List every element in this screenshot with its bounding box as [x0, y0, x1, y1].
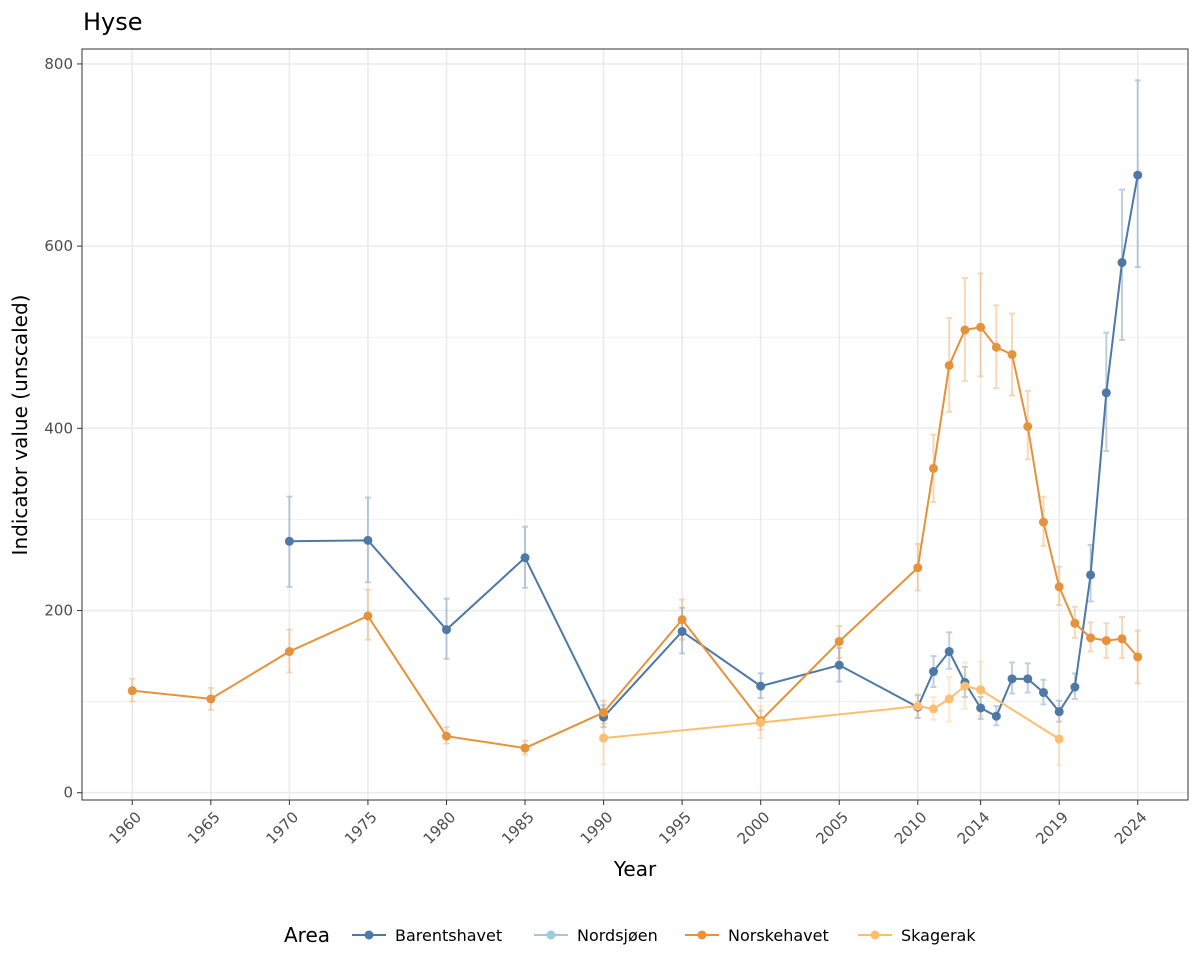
- data-point-barentshavet: [1023, 674, 1033, 684]
- legend-label: Barentshavet: [395, 926, 502, 945]
- data-point-skagerak: [944, 694, 954, 704]
- legend: Area Barentshavet Nordsjøen Norskehavet Ska…: [284, 923, 976, 947]
- data-point-norskehavet: [677, 615, 687, 625]
- data-point-barentshavet: [363, 535, 373, 545]
- legend-label: Norskehavet: [728, 926, 829, 945]
- data-point-barentshavet: [991, 711, 1001, 721]
- data-point-norskehavet: [1038, 517, 1048, 527]
- data-point-barentshavet: [1133, 170, 1143, 180]
- y-axis-title: Indicator value (unscaled): [8, 295, 32, 556]
- legend-key-point: [364, 930, 374, 940]
- data-point-barentshavet: [1086, 570, 1096, 580]
- x-tick-label: 1990: [577, 808, 617, 848]
- series-points: [127, 170, 1143, 753]
- data-point-skagerak: [913, 701, 923, 711]
- data-point-norskehavet: [363, 611, 373, 621]
- x-axis: 1960 1965 1970 1975 1980 1985 1990 1995 2000 2005…: [105, 800, 1151, 848]
- legend-item: Norskehavet: [685, 926, 829, 945]
- grid: [82, 49, 1188, 800]
- series-lines: [132, 174, 1139, 750]
- data-point-skagerak: [599, 733, 609, 743]
- data-point-norskehavet: [1007, 350, 1017, 360]
- data-point-barentshavet: [928, 667, 938, 677]
- legend-item: Barentshavet: [352, 926, 502, 945]
- data-point-norskehavet: [206, 694, 216, 704]
- data-point-barentshavet: [834, 660, 844, 670]
- data-point-skagerak: [960, 681, 970, 691]
- y-tick-label: 600: [44, 237, 73, 255]
- error-bars: [129, 79, 1141, 767]
- data-point-norskehavet: [1070, 618, 1080, 628]
- data-point-norskehavet: [991, 342, 1001, 352]
- x-tick-label: 2000: [734, 808, 774, 848]
- data-point-norskehavet: [1117, 634, 1127, 644]
- data-point-norskehavet: [127, 686, 137, 696]
- x-tick-label: 1965: [184, 808, 224, 848]
- legend-item: Skagerak: [858, 926, 976, 945]
- data-point-norskehavet: [599, 708, 609, 718]
- x-tick-label: 2014: [954, 808, 994, 848]
- data-point-barentshavet: [677, 626, 687, 636]
- legend-title: Area: [284, 923, 330, 947]
- x-tick-label: 2005: [812, 808, 852, 848]
- data-point-norskehavet: [928, 463, 938, 473]
- data-point-skagerak: [976, 685, 986, 695]
- data-point-norskehavet: [284, 647, 294, 657]
- x-tick-label: 1960: [105, 808, 145, 848]
- legend-label: Nordsjøen: [577, 926, 658, 945]
- data-point-norskehavet: [1101, 636, 1111, 646]
- data-point-norskehavet: [441, 731, 451, 741]
- data-point-barentshavet: [1070, 682, 1080, 692]
- series-line-barentshavet: [289, 174, 1139, 719]
- x-tick-label: 1980: [420, 808, 460, 848]
- y-axis: 0 200 400 600 800: [44, 55, 82, 802]
- chart-title: Hyse: [83, 8, 143, 36]
- legend-item: Nordsjøen: [534, 926, 658, 945]
- data-point-skagerak: [928, 704, 938, 714]
- y-tick-label: 800: [44, 55, 73, 73]
- plot-border: [81, 48, 1189, 801]
- data-point-barentshavet: [520, 553, 530, 563]
- data-point-barentshavet: [1101, 388, 1111, 398]
- data-point-norskehavet: [1023, 422, 1033, 432]
- data-point-barentshavet: [1007, 674, 1017, 684]
- data-point-norskehavet: [976, 322, 986, 332]
- data-point-barentshavet: [756, 681, 766, 691]
- data-point-barentshavet: [284, 536, 294, 546]
- data-point-barentshavet: [1038, 688, 1048, 698]
- data-point-barentshavet: [944, 647, 954, 657]
- x-tick-label: 1975: [341, 808, 381, 848]
- data-point-barentshavet: [976, 703, 986, 713]
- data-point-barentshavet: [1117, 258, 1127, 268]
- y-tick-label: 0: [63, 784, 73, 802]
- x-tick-label: 2024: [1111, 808, 1151, 848]
- data-point-norskehavet: [834, 636, 844, 646]
- x-tick-label: 1985: [498, 808, 538, 848]
- data-point-norskehavet: [520, 743, 530, 753]
- y-tick-label: 200: [44, 602, 73, 620]
- legend-key-point: [697, 930, 707, 940]
- legend-key-point: [870, 930, 880, 940]
- data-point-barentshavet: [1054, 707, 1064, 717]
- data-point-norskehavet: [944, 360, 954, 370]
- data-point-norskehavet: [1133, 652, 1143, 662]
- legend-label: Skagerak: [901, 926, 976, 945]
- x-tick-label: 2019: [1032, 808, 1072, 848]
- x-tick-label: 1970: [262, 808, 302, 848]
- data-point-norskehavet: [1086, 633, 1096, 643]
- y-tick-label: 400: [44, 419, 73, 437]
- x-tick-label: 2010: [891, 808, 931, 848]
- data-point-norskehavet: [913, 563, 923, 573]
- data-point-skagerak: [1054, 734, 1064, 744]
- x-tick-label: 1995: [655, 808, 695, 848]
- data-point-skagerak: [756, 718, 766, 728]
- data-point-barentshavet: [441, 625, 451, 635]
- x-axis-title: Year: [613, 857, 657, 881]
- data-point-norskehavet: [1054, 582, 1064, 592]
- series-line-norskehavet: [132, 326, 1139, 750]
- data-point-norskehavet: [960, 325, 970, 335]
- legend-key-point: [546, 930, 556, 940]
